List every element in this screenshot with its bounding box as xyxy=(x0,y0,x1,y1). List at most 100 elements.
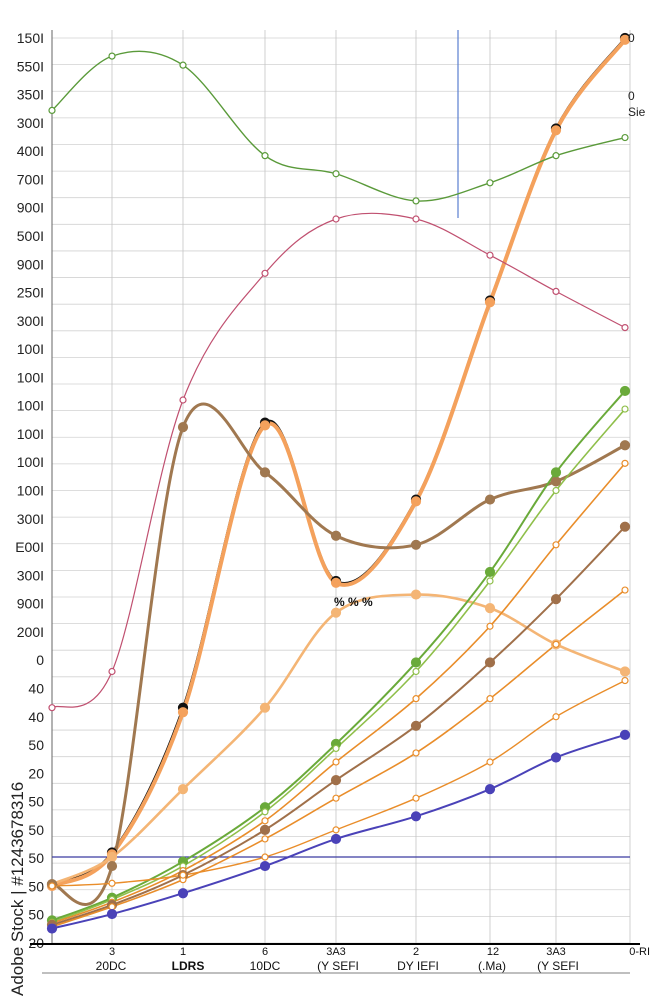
data-point xyxy=(619,385,631,397)
data-point xyxy=(410,720,422,731)
data-point xyxy=(261,269,269,277)
series-line-11 xyxy=(51,589,626,928)
data-point xyxy=(550,593,562,605)
data-point xyxy=(261,817,269,825)
data-point xyxy=(106,851,118,863)
data-point xyxy=(330,530,342,541)
data-point xyxy=(259,824,271,835)
data-point xyxy=(484,603,496,614)
data-point xyxy=(108,879,116,887)
y-tick-label: 300I xyxy=(17,511,44,527)
data-point xyxy=(412,197,420,205)
data-point xyxy=(46,923,58,934)
data-point xyxy=(621,459,629,467)
annotation-text: % % % xyxy=(334,595,373,609)
footer-label: (Y SEFI xyxy=(537,959,579,973)
data-point xyxy=(552,287,560,295)
right-labels: 0 0 Sie xyxy=(628,31,646,119)
y-tick-label: 500I xyxy=(17,228,44,244)
y-tick-label: 150I xyxy=(17,30,44,46)
data-point xyxy=(259,467,271,478)
data-point xyxy=(412,749,420,757)
y-tick-label: 50 xyxy=(28,822,44,838)
data-point xyxy=(486,577,494,585)
watermark-text: Adobe Stock | #1243678316 xyxy=(8,782,27,996)
footer-label: (Y SEFI xyxy=(317,959,359,973)
data-point xyxy=(552,152,560,160)
data-point xyxy=(48,704,56,712)
y-axis-labels: 150I 550I 350I 300I 400I 700I 900I 500I 900I 250I… xyxy=(15,30,44,951)
y-tick-label: 100I xyxy=(17,341,44,357)
y-tick-label: 900I xyxy=(17,596,44,612)
y-tick-label: 300I xyxy=(17,115,44,131)
data-point xyxy=(410,496,422,507)
footer-label: 20DC xyxy=(96,959,127,973)
data-point xyxy=(552,486,560,495)
footer-label: LDRS xyxy=(172,959,205,973)
data-point xyxy=(552,541,560,549)
data-point xyxy=(484,784,496,795)
footer-label: 10DC xyxy=(250,959,281,973)
y-tick-label: 50 xyxy=(28,850,44,866)
x-tick-label: 3A3 xyxy=(546,946,566,958)
data-point xyxy=(619,440,631,451)
data-point xyxy=(412,215,420,223)
data-points xyxy=(46,32,631,934)
data-point xyxy=(621,586,629,594)
data-point xyxy=(48,882,56,890)
data-point xyxy=(330,607,342,618)
data-point xyxy=(619,34,631,45)
data-point xyxy=(259,860,271,872)
data-point xyxy=(261,808,269,816)
data-point xyxy=(179,61,187,69)
series-line-3 xyxy=(50,593,627,886)
data-point xyxy=(177,707,189,718)
data-point xyxy=(410,539,422,550)
data-point xyxy=(619,729,631,740)
data-point xyxy=(261,152,269,160)
data-point xyxy=(486,758,494,766)
x-tick-label: 12 xyxy=(487,946,499,958)
y-tick-label: 50 xyxy=(28,878,44,894)
data-point xyxy=(621,324,629,332)
y-tick-label: 40 xyxy=(28,680,44,696)
data-point xyxy=(486,622,494,630)
data-point xyxy=(330,577,342,588)
y-tick-label: 100I xyxy=(17,454,44,470)
data-point xyxy=(332,826,340,834)
data-point xyxy=(330,774,342,786)
data-point xyxy=(486,179,494,187)
y-tick-label: 100I xyxy=(17,426,44,442)
data-point xyxy=(552,713,560,721)
y-tick-label: 200I xyxy=(17,624,44,640)
data-point xyxy=(177,422,189,433)
y-tick-label: 900I xyxy=(17,200,44,216)
data-point xyxy=(621,133,629,142)
series-line-7 xyxy=(51,389,626,922)
data-point xyxy=(410,589,422,600)
y-tick-label: 250I xyxy=(17,285,44,301)
x-tick-label: 1 xyxy=(180,946,186,958)
y-tick-label: 20 xyxy=(28,765,44,781)
data-point xyxy=(484,494,496,505)
data-point xyxy=(621,676,629,685)
y-tick-label: 300I xyxy=(17,567,44,583)
y-tick-label: 100I xyxy=(17,483,44,499)
data-point xyxy=(106,860,118,872)
data-point xyxy=(177,888,189,899)
data-point xyxy=(412,695,420,703)
data-point xyxy=(332,215,340,223)
data-point xyxy=(106,908,118,920)
data-point xyxy=(332,744,340,753)
data-point xyxy=(108,667,116,676)
x-axis: 3 1 6 3A3 2 12 3A3 0-RI xyxy=(30,943,650,958)
data-point xyxy=(412,667,420,676)
data-point xyxy=(48,106,56,115)
right-label: Sie xyxy=(628,105,646,119)
right-label: 0 xyxy=(628,31,635,45)
y-tick-label: 100I xyxy=(17,369,44,385)
data-point xyxy=(484,657,496,668)
y-tick-label: 50 xyxy=(28,907,44,923)
data-point xyxy=(484,566,496,578)
